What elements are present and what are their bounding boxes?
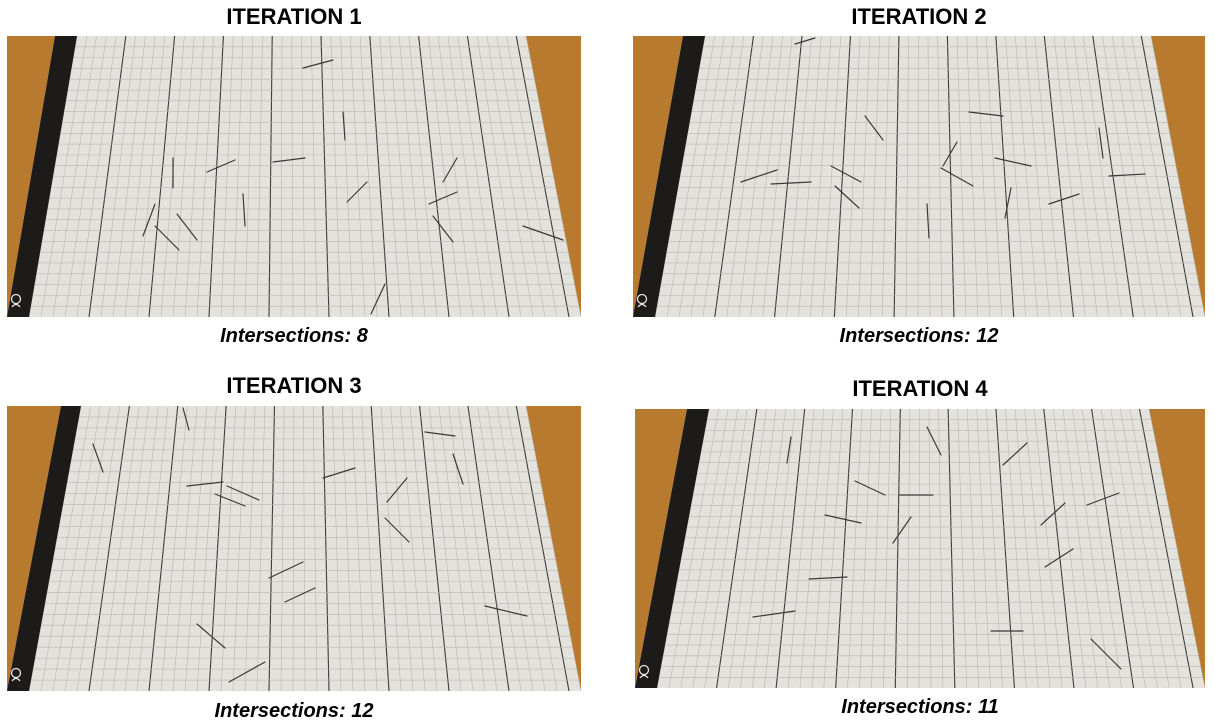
needle: [1090, 638, 1122, 670]
needle: [242, 193, 246, 227]
needles-group: [740, 37, 1146, 239]
needle: [1002, 442, 1028, 466]
graph-paper-grid: [28, 406, 581, 691]
needle: [522, 225, 564, 241]
needles-group: [752, 426, 1122, 670]
needle: [892, 516, 912, 544]
needle: [206, 159, 236, 173]
needle: [442, 157, 458, 183]
needle: [824, 514, 862, 524]
needle: [926, 203, 930, 239]
needles-group: [142, 59, 564, 315]
intersections-count-caption: Intersections: 8: [220, 325, 368, 347]
needle-drop-photo: [7, 406, 581, 691]
needle: [1048, 193, 1080, 205]
needle: [994, 157, 1032, 167]
graph-paper-grid: [28, 36, 581, 317]
iteration-title: ITERATION 1: [226, 4, 362, 29]
needle: [384, 517, 410, 543]
brand-logo-mark: [10, 293, 22, 308]
needle: [154, 225, 180, 251]
needle: [808, 576, 848, 580]
needle: [176, 213, 198, 241]
needle: [864, 115, 884, 141]
needle: [752, 610, 796, 618]
brand-logo-mark: [638, 664, 650, 679]
needle-drop-photo: [633, 36, 1205, 317]
needle: [942, 141, 958, 167]
needle: [786, 436, 792, 464]
needle: [926, 426, 942, 456]
iteration-title: ITERATION 2: [851, 4, 987, 29]
brand-logo-mark: [10, 667, 22, 682]
needle: [1086, 492, 1120, 506]
needle: [186, 481, 224, 487]
needle: [268, 561, 304, 579]
needle: [214, 493, 246, 507]
iteration-title: ITERATION 3: [226, 373, 362, 398]
needle: [302, 59, 334, 69]
needle: [432, 215, 454, 243]
needle: [740, 169, 778, 183]
needle: [272, 157, 306, 163]
needle: [940, 167, 974, 187]
brand-logo-mark: [636, 293, 648, 308]
needle: [342, 111, 346, 141]
intersections-count-caption: Intersections: 12: [839, 325, 999, 347]
needle: [284, 587, 316, 603]
graph-paper-grid: [656, 409, 1205, 688]
iteration-title: ITERATION 4: [852, 376, 988, 401]
needle: [1040, 502, 1066, 526]
needle: [196, 623, 226, 649]
intersections-count-caption: Intersections: 11: [841, 696, 999, 718]
needle: [854, 480, 886, 496]
needle: [484, 605, 528, 617]
needle-drop-photo: [635, 409, 1205, 688]
needle: [1004, 187, 1012, 219]
needle: [226, 485, 260, 501]
intersections-count-caption: Intersections: 12: [214, 700, 374, 722]
needles-group: [92, 407, 528, 683]
needle: [92, 443, 104, 473]
graph-paper-grid: [654, 36, 1205, 317]
binding-strip: [7, 406, 81, 691]
needle: [830, 165, 862, 183]
needle: [1098, 127, 1104, 159]
needle: [1108, 173, 1146, 177]
needle: [968, 111, 1004, 117]
needle-drop-photo: [7, 36, 581, 317]
needle: [228, 661, 266, 683]
binding-strip: [7, 36, 77, 317]
needle: [322, 467, 356, 479]
needle: [370, 283, 386, 315]
needle: [428, 191, 458, 205]
needle: [834, 185, 860, 209]
needle: [1044, 548, 1074, 568]
binding-strip: [633, 36, 705, 317]
needle: [346, 181, 368, 203]
needle: [794, 37, 816, 45]
needle: [424, 431, 456, 437]
binding-strip: [635, 409, 709, 688]
needle: [770, 181, 812, 185]
needle: [142, 203, 156, 237]
needle: [182, 407, 190, 431]
needle: [452, 453, 464, 485]
needle: [386, 477, 408, 503]
